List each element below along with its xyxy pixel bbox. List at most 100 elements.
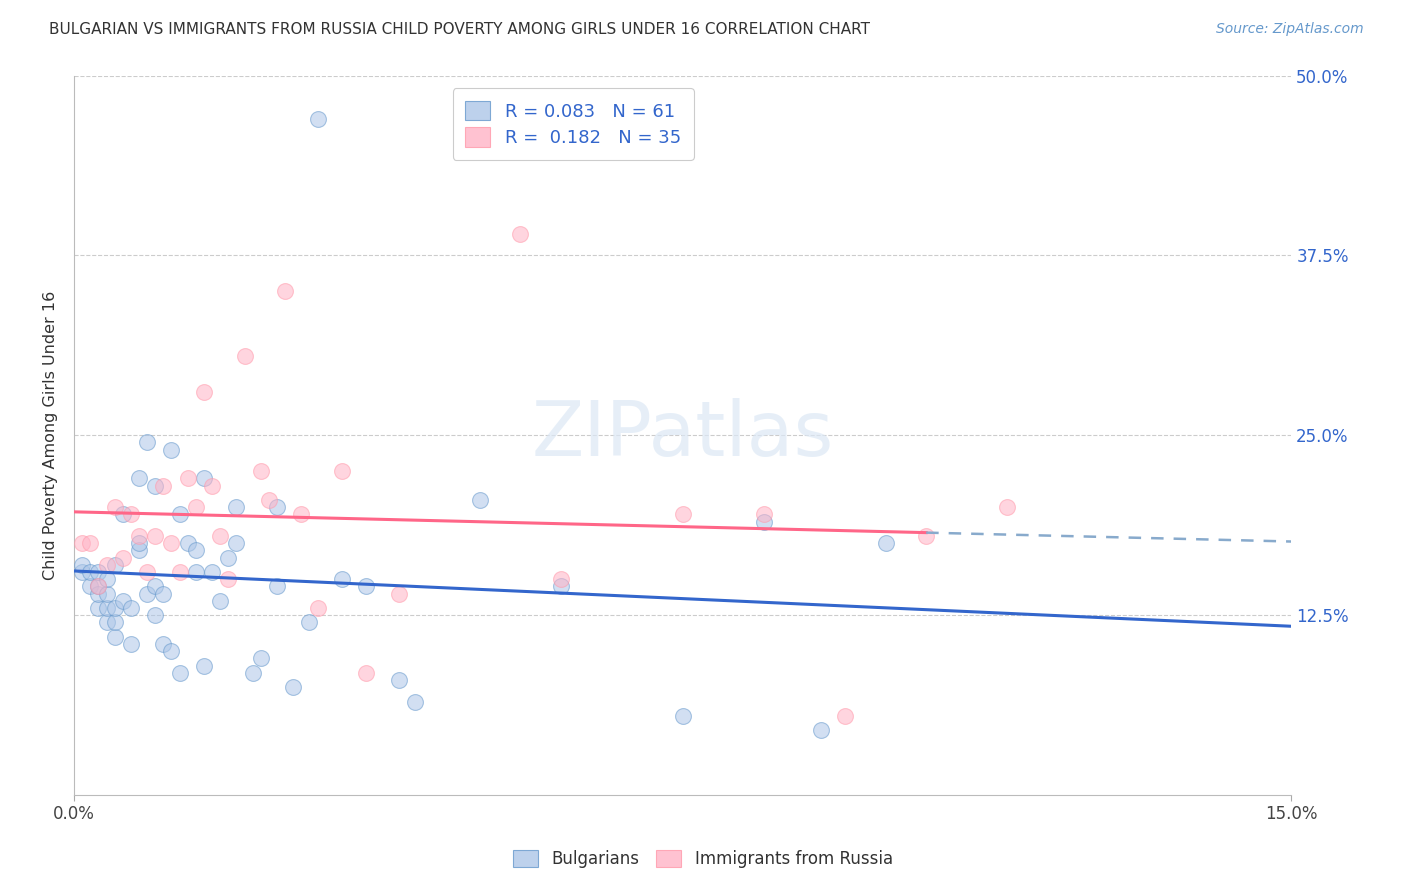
Point	[136, 565, 159, 579]
Point	[672, 508, 695, 522]
Point	[354, 579, 377, 593]
Point	[242, 665, 264, 680]
Text: ZIPatlas: ZIPatlas	[531, 399, 834, 472]
Point	[152, 478, 174, 492]
Point	[298, 615, 321, 630]
Point	[111, 594, 134, 608]
Point	[177, 471, 200, 485]
Point	[104, 630, 127, 644]
Point	[290, 508, 312, 522]
Point	[217, 550, 239, 565]
Point	[87, 586, 110, 600]
Point	[152, 637, 174, 651]
Point	[70, 558, 93, 572]
Y-axis label: Child Poverty Among Girls Under 16: Child Poverty Among Girls Under 16	[44, 291, 58, 580]
Point	[96, 615, 118, 630]
Point	[810, 723, 832, 738]
Point	[143, 478, 166, 492]
Point	[120, 601, 142, 615]
Point	[193, 658, 215, 673]
Point	[184, 543, 207, 558]
Point	[550, 579, 572, 593]
Point	[160, 644, 183, 658]
Point	[169, 508, 191, 522]
Point	[354, 665, 377, 680]
Point	[274, 285, 297, 299]
Point	[184, 500, 207, 515]
Point	[143, 579, 166, 593]
Point	[79, 579, 101, 593]
Point	[152, 586, 174, 600]
Point	[136, 435, 159, 450]
Point	[249, 464, 271, 478]
Point	[330, 464, 353, 478]
Point	[104, 615, 127, 630]
Point	[143, 529, 166, 543]
Point	[111, 550, 134, 565]
Point	[752, 508, 775, 522]
Point	[217, 572, 239, 586]
Point	[388, 673, 411, 687]
Point	[834, 709, 856, 723]
Point	[283, 680, 305, 694]
Point	[128, 536, 150, 550]
Point	[193, 385, 215, 400]
Point	[550, 572, 572, 586]
Text: BULGARIAN VS IMMIGRANTS FROM RUSSIA CHILD POVERTY AMONG GIRLS UNDER 16 CORRELATI: BULGARIAN VS IMMIGRANTS FROM RUSSIA CHIL…	[49, 22, 870, 37]
Point	[266, 500, 288, 515]
Point	[509, 227, 531, 241]
Point	[87, 601, 110, 615]
Point	[193, 471, 215, 485]
Point	[104, 558, 127, 572]
Point	[330, 572, 353, 586]
Point	[249, 651, 271, 665]
Point	[96, 601, 118, 615]
Point	[468, 493, 491, 508]
Point	[120, 508, 142, 522]
Point	[104, 500, 127, 515]
Point	[177, 536, 200, 550]
Point	[143, 608, 166, 623]
Point	[995, 500, 1018, 515]
Point	[87, 579, 110, 593]
Legend: R = 0.083   N = 61, R =  0.182   N = 35: R = 0.083 N = 61, R = 0.182 N = 35	[453, 88, 693, 160]
Point	[87, 565, 110, 579]
Point	[233, 349, 256, 363]
Point	[128, 543, 150, 558]
Point	[160, 442, 183, 457]
Point	[184, 565, 207, 579]
Point	[79, 536, 101, 550]
Point	[111, 508, 134, 522]
Point	[257, 493, 280, 508]
Point	[875, 536, 897, 550]
Point	[87, 579, 110, 593]
Point	[225, 536, 247, 550]
Point	[104, 601, 127, 615]
Point	[201, 565, 224, 579]
Point	[672, 709, 695, 723]
Point	[70, 536, 93, 550]
Point	[307, 601, 329, 615]
Point	[128, 529, 150, 543]
Point	[160, 536, 183, 550]
Point	[307, 112, 329, 126]
Point	[120, 637, 142, 651]
Point	[128, 471, 150, 485]
Text: Source: ZipAtlas.com: Source: ZipAtlas.com	[1216, 22, 1364, 37]
Legend: Bulgarians, Immigrants from Russia: Bulgarians, Immigrants from Russia	[506, 843, 900, 875]
Point	[70, 565, 93, 579]
Point	[201, 478, 224, 492]
Point	[915, 529, 938, 543]
Point	[209, 529, 232, 543]
Point	[169, 565, 191, 579]
Point	[266, 579, 288, 593]
Point	[169, 665, 191, 680]
Point	[96, 572, 118, 586]
Point	[79, 565, 101, 579]
Point	[388, 586, 411, 600]
Point	[752, 515, 775, 529]
Point	[404, 694, 426, 708]
Point	[225, 500, 247, 515]
Point	[209, 594, 232, 608]
Point	[96, 558, 118, 572]
